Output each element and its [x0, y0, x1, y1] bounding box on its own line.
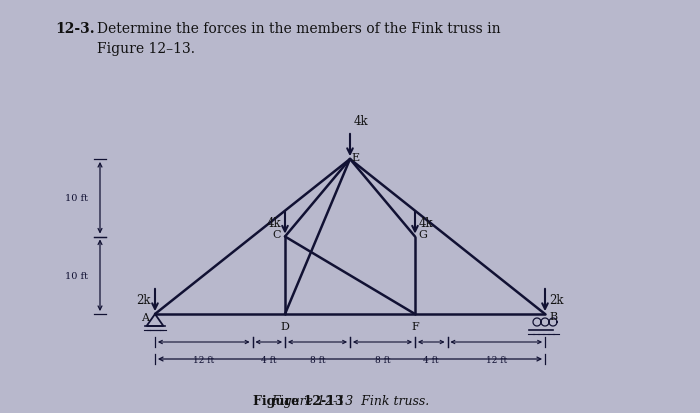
Text: 2k: 2k — [136, 294, 151, 307]
Text: 2k: 2k — [549, 294, 564, 307]
Text: Figure 12–13.: Figure 12–13. — [97, 42, 195, 56]
Text: 8 ft: 8 ft — [374, 355, 391, 364]
Text: 4k: 4k — [354, 115, 369, 128]
Text: 4k: 4k — [267, 216, 281, 230]
Text: 4k: 4k — [419, 216, 433, 230]
Text: 10 ft: 10 ft — [65, 194, 88, 203]
Text: 4 ft: 4 ft — [424, 355, 439, 364]
Text: 4 ft: 4 ft — [261, 355, 277, 364]
Text: 8 ft: 8 ft — [309, 355, 326, 364]
Text: A: A — [141, 312, 149, 322]
Text: C: C — [273, 230, 281, 240]
Text: 10 ft: 10 ft — [65, 271, 88, 280]
Text: D: D — [281, 321, 289, 331]
Text: 12 ft: 12 ft — [193, 355, 214, 364]
Text: B: B — [549, 311, 557, 321]
Text: 12 ft: 12 ft — [486, 355, 507, 364]
Text: G: G — [419, 230, 428, 240]
Text: E: E — [351, 153, 359, 163]
Text: Figure 12-13: Figure 12-13 — [253, 394, 343, 407]
Text: F: F — [411, 321, 419, 331]
Text: Figure 12-13  Fink truss.: Figure 12-13 Fink truss. — [271, 394, 429, 407]
Text: 12-3.: 12-3. — [55, 22, 94, 36]
Text: Determine the forces in the members of the Fink truss in: Determine the forces in the members of t… — [97, 22, 500, 36]
